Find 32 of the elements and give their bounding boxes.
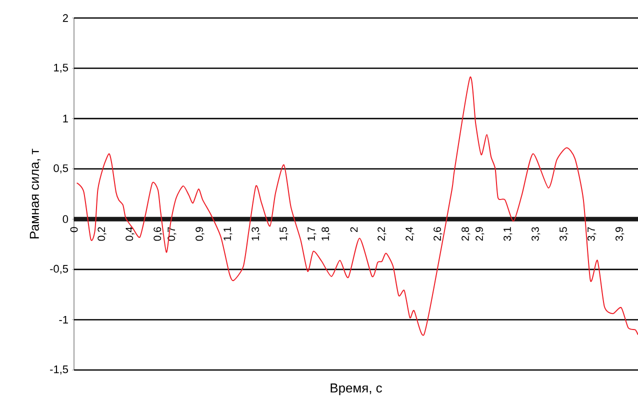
y-tick-label: 0,5 [54, 164, 68, 174]
x-tick-label: 0,4 [126, 226, 134, 241]
y-tick-label: 2 [62, 14, 68, 22]
x-tick-label: 1,1 [224, 227, 232, 240]
x-tick-label: 2,9 [476, 227, 484, 241]
x-tick-label: 0,9 [196, 227, 204, 241]
x-tick-label: 3,7 [588, 227, 596, 241]
y-tick-label: 1 [63, 114, 68, 122]
x-tick-label: 1,5 [280, 227, 288, 240]
y-tick-label: -1,5 [50, 366, 68, 374]
x-tick-label: 1,8 [322, 227, 330, 240]
x-tick-label: 2,2 [378, 227, 386, 241]
y-tick-label: -1 [59, 316, 68, 324]
x-tick-label: 3,1 [504, 227, 512, 241]
x-tick-label: 2,8 [462, 227, 470, 241]
x-tick-label: 0,2 [98, 227, 106, 241]
x-tick-label: 1,7 [308, 227, 316, 240]
x-tick-label: 2 [350, 227, 358, 232]
line-series [76, 76, 638, 336]
x-tick-label: 2,4 [406, 226, 414, 241]
x-tick-label: 0,6 [154, 227, 162, 241]
x-tick-label: 0 [70, 227, 78, 232]
x-tick-label: 3,5 [560, 227, 568, 241]
y-tick-label: -0,5 [50, 264, 68, 274]
y-axis-title: Рамная сила, т [30, 148, 40, 238]
x-tick-label: 2,6 [434, 227, 442, 241]
y-tick-label: 0 [62, 215, 68, 224]
x-axis-title: Время, с [330, 384, 382, 396]
x-tick-label: 1,3 [252, 227, 260, 240]
x-tick-label: 3,3 [532, 227, 540, 241]
y-tick-label: 1,5 [54, 64, 68, 73]
x-tick-label: 3,9 [616, 227, 624, 241]
